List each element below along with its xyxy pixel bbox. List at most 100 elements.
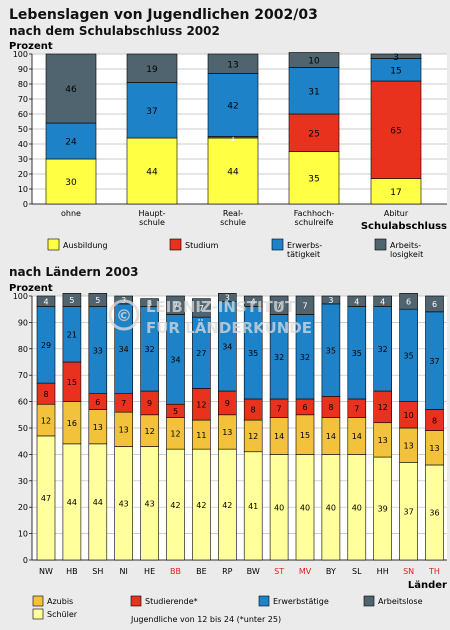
chart2-data-label: 8 <box>432 416 437 425</box>
chart2-data-label: 7 <box>354 404 359 413</box>
chart1-x-tick-label: Fachhoch-schulreife <box>294 209 335 227</box>
chart1-x-axis-title: Schulabschluss <box>361 221 447 232</box>
watermark-copyright: © <box>116 306 132 325</box>
chart2-bar-segment <box>425 295 444 313</box>
chart2-bar-segment <box>295 295 315 315</box>
chart2-data-label: 9 <box>225 399 230 408</box>
chart2-data-label: 29 <box>41 341 51 350</box>
chart2-data-label: 13 <box>429 444 439 453</box>
chart2-y-tick-label: 80 <box>18 345 28 354</box>
chart2-data-label: 4 <box>251 297 256 306</box>
chart1-y-tick-label: 90 <box>18 65 28 74</box>
chart2-data-label: 27 <box>196 349 206 358</box>
chart2-data-label: 44 <box>67 498 77 507</box>
chart1-bar-segment <box>45 158 97 205</box>
chart2-data-label: 15 <box>300 431 310 440</box>
chart2-data-label: 32 <box>378 345 388 354</box>
chart1-legend-label: Ausbildung <box>63 241 108 250</box>
chart1-bar-segment <box>126 82 178 139</box>
chart1-data-label: 65 <box>390 126 401 136</box>
chart2-x-tick-label: BW <box>247 567 260 576</box>
chart2-legend-swatch <box>32 595 44 607</box>
chart2-data-label: 7 <box>199 304 204 313</box>
chart2-data-label: 5 <box>69 296 74 305</box>
chart2-x-tick-label: HB <box>66 567 78 576</box>
chart2-data-label: 40 <box>352 503 362 512</box>
chart1-bar-segment <box>126 137 178 205</box>
chart2-data-label: 5 <box>95 296 100 305</box>
chart2-y-tick-label: 10 <box>18 530 28 539</box>
chart2-data-label: 43 <box>145 499 155 508</box>
chart2-x-tick-label: NI <box>120 567 128 576</box>
watermark-text-line1: LEIBNIZ-INSTITUT <box>146 298 296 316</box>
chart1-data-label: 42 <box>227 102 238 112</box>
chart2-x-tick-label: HE <box>144 567 155 576</box>
chart2-y-tick-label: 0 <box>23 556 28 565</box>
chart1-data-label: 10 <box>308 57 320 67</box>
chart1-subtitle: nach dem Schulabschluss 2002 <box>9 24 220 38</box>
chart2-data-label: 43 <box>119 499 129 508</box>
chart2-data-label: 32 <box>300 353 310 362</box>
chart2-data-label: 13 <box>378 436 388 445</box>
chart2-data-label: 42 <box>170 501 180 510</box>
chart1-legend-label: Studium <box>185 241 219 250</box>
chart2-bar-segment <box>399 293 418 310</box>
chart2-data-label: 40 <box>300 503 310 512</box>
chart1-bar-segment <box>207 53 259 74</box>
chart2-data-label: 34 <box>119 345 129 354</box>
chart2-data-label: 3 <box>147 299 152 308</box>
chart2-data-label: 7 <box>121 399 126 408</box>
chart2-data-label: 37 <box>429 357 439 366</box>
chart2-data-label: 44 <box>93 498 103 507</box>
chart2-y-tick-label: 50 <box>18 424 28 433</box>
chart2-bar-segment <box>321 295 341 305</box>
chart2-x-tick-label: ST <box>274 567 284 576</box>
chart2-bar-segment <box>88 293 108 307</box>
chart2-data-label: 12 <box>170 429 180 438</box>
chart2-data-label: 9 <box>147 399 152 408</box>
chart2-bar-segment <box>140 298 159 307</box>
chart1-x-tick-label: Abitur <box>384 209 409 218</box>
chart2-bar-segment <box>347 295 367 307</box>
chart2-data-label: 35 <box>248 349 258 358</box>
chart1-y-tick-label: 10 <box>18 185 28 194</box>
chart1-bar-segment <box>288 151 340 205</box>
chart2-legend-label: Azubis <box>47 597 73 606</box>
chart1-data-label: 31 <box>308 87 319 97</box>
chart2-y-tick-label: 20 <box>18 503 28 512</box>
chart2-x-tick-label: SN <box>403 567 414 576</box>
chart1-bar-segment <box>370 53 422 59</box>
chart2-data-label: 40 <box>326 503 336 512</box>
chart1-data-label: 46 <box>65 85 77 95</box>
chart2-x-tick-label: TH <box>428 567 440 576</box>
chart1-y-axis-title: Prozent <box>9 41 53 52</box>
chart2-data-label: 3 <box>225 294 230 303</box>
chart2-bar-segment <box>36 295 56 307</box>
chart2-data-label: 33 <box>93 346 103 355</box>
chart2-bar-segment <box>192 298 211 318</box>
chart2-data-label: 15 <box>67 378 77 387</box>
chart2-data-label: 34 <box>222 342 232 351</box>
chart1-legend-swatch <box>374 238 387 251</box>
chart2-data-label: 12 <box>41 416 51 425</box>
chart2-data-label: 12 <box>378 403 388 412</box>
chart2-data-label: 36 <box>429 509 439 518</box>
chart2-data-label: 7 <box>277 404 282 413</box>
chart2-bar-segment <box>166 295 185 315</box>
chart1-data-label: 19 <box>146 65 158 75</box>
chart2-data-label: 4 <box>354 297 359 306</box>
chart2-data-label: 13 <box>222 428 232 437</box>
chart2-x-tick-label: BB <box>170 567 181 576</box>
chart2-x-tick-label: NW <box>39 567 53 576</box>
chart1-data-label: 30 <box>65 178 77 188</box>
chart2-data-label: 41 <box>248 502 258 511</box>
chart1-y-tick-label: 70 <box>18 95 28 104</box>
chart2-data-label: 39 <box>378 505 388 514</box>
chart1-y-tick-label: 40 <box>18 140 28 149</box>
chart2-data-label: 6 <box>95 398 100 407</box>
chart1-data-label: 35 <box>308 174 319 184</box>
chart2-y-axis-title: Prozent <box>9 283 53 294</box>
chart2-data-label: 7 <box>302 301 307 310</box>
chart2-data-label: 8 <box>251 406 256 415</box>
